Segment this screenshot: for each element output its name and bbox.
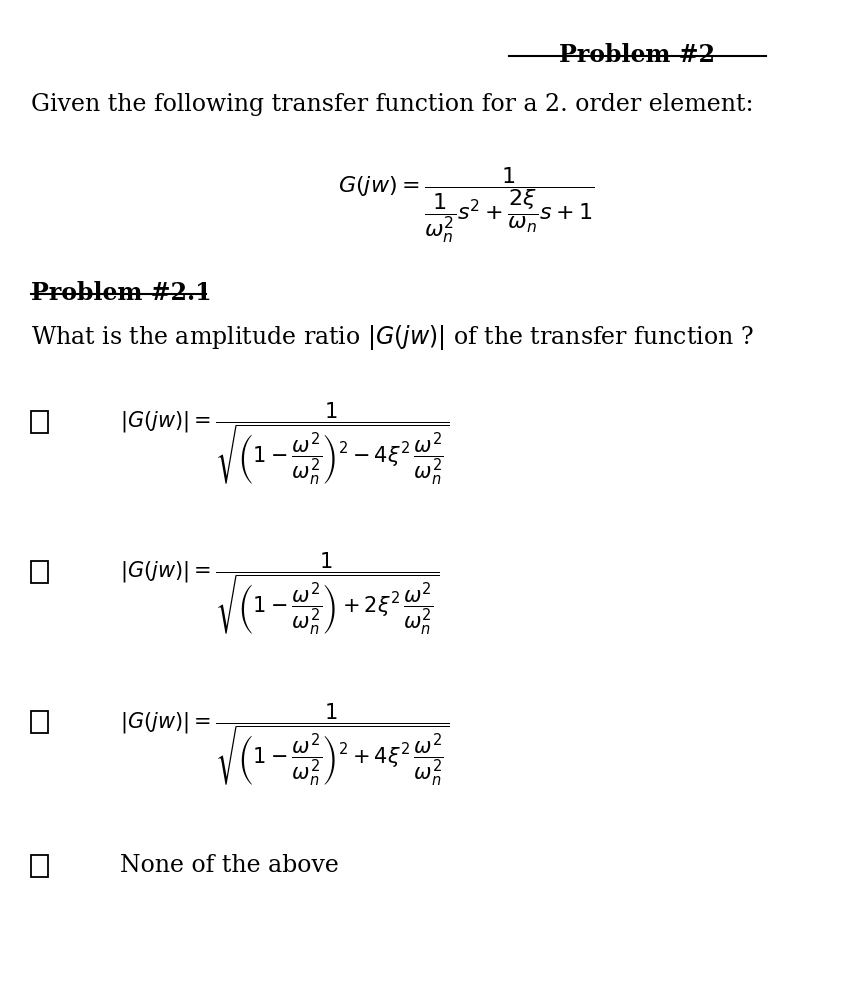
Text: Problem #2: Problem #2: [559, 43, 716, 67]
Text: $|G(jw)| = \dfrac{1}{\sqrt{\left(1-\dfrac{\omega^2}{\omega_n^2}\right)^2 - 4\xi^: $|G(jw)| = \dfrac{1}{\sqrt{\left(1-\dfra…: [120, 401, 450, 487]
Bar: [31, 711, 48, 733]
Bar: [31, 855, 48, 877]
Text: Given the following transfer function for a 2. order element:: Given the following transfer function fo…: [31, 93, 753, 116]
Bar: [31, 561, 48, 583]
Text: Problem #2.1: Problem #2.1: [31, 281, 212, 305]
Bar: [31, 411, 48, 433]
Text: $|G(jw)| = \dfrac{1}{\sqrt{\left(1-\dfrac{\omega^2}{\omega_n^2}\right) + 2\xi^2\: $|G(jw)| = \dfrac{1}{\sqrt{\left(1-\dfra…: [120, 551, 439, 637]
Text: What is the amplitude ratio $|G(jw)|$ of the transfer function ?: What is the amplitude ratio $|G(jw)|$ of…: [31, 323, 753, 352]
Text: $G(jw) = \dfrac{1}{\dfrac{1}{\omega_n^2}s^2 + \dfrac{2\xi}{\omega_n}s + 1}$: $G(jw) = \dfrac{1}{\dfrac{1}{\omega_n^2}…: [338, 165, 594, 244]
Text: $|G(jw)| = \dfrac{1}{\sqrt{\left(1-\dfrac{\omega^2}{\omega_n^2}\right)^2 + 4\xi^: $|G(jw)| = \dfrac{1}{\sqrt{\left(1-\dfra…: [120, 701, 450, 788]
Text: None of the above: None of the above: [120, 854, 340, 877]
